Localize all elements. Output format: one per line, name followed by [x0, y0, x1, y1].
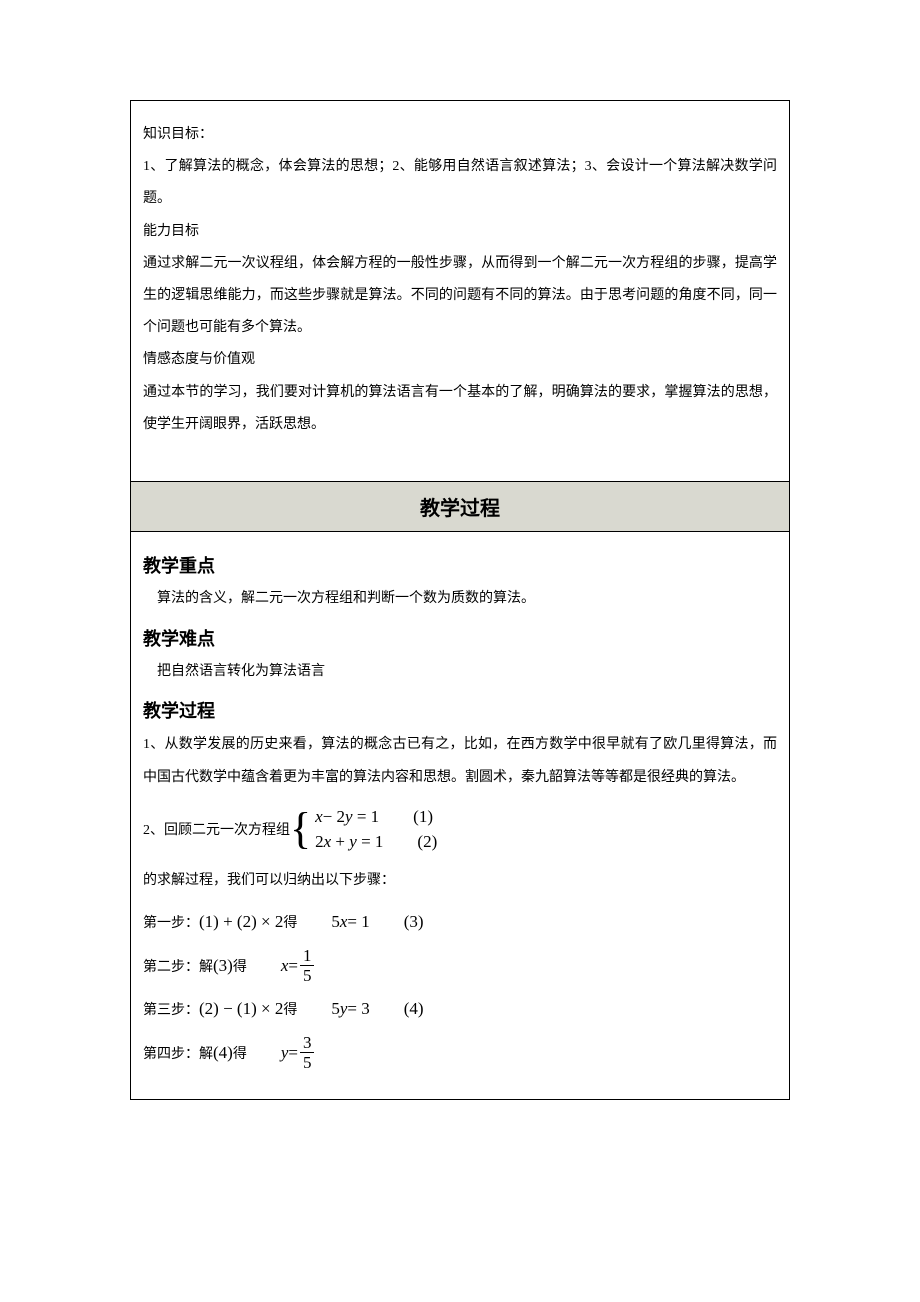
body-section: 教学重点 算法的含义，解二元一次方程组和判断一个数为质数的算法。 教学难点 把自… [131, 532, 789, 1099]
step3-label: 第三步： [143, 999, 199, 1019]
difficulties-text: 把自然语言转化为算法语言 [143, 657, 777, 688]
step3-tag: (4) [404, 999, 424, 1019]
page: 知识目标： 1、了解算法的概念，体会算法的思想；2、能够用自然语言叙述算法；3、… [0, 0, 920, 1140]
eq1-y: y [345, 807, 353, 826]
step2-label: 第二步：解 [143, 956, 213, 976]
step1-eq1: = 1 [347, 912, 369, 932]
step1-de: 得 [283, 912, 297, 932]
step-1: 第一步： (1) + (2) × 2 得 5x = 1 (3) [143, 907, 777, 937]
step4-de: 得 [233, 1043, 247, 1063]
equation-1: x− 2y = 1 (1) [315, 804, 437, 830]
ability-goal-label: 能力目标 [143, 216, 777, 248]
step-2: 第二步：解 (3) 得 x = 1 5 [143, 947, 777, 984]
equation-system: { x− 2y = 1 (1) 2 x + y = 1 (2) [290, 804, 437, 855]
solve-intro: 的求解过程，我们可以归纳出以下步骤： [143, 865, 777, 897]
step4-num: 3 [300, 1034, 315, 1052]
heading-key-points: 教学重点 [143, 552, 777, 578]
equation-2: 2x + y = 1(2) [315, 829, 437, 855]
eq1-minus2: − 2 [323, 807, 345, 826]
equation-system-line: 2、回顾二元一次方程组 { x− 2y = 1 (1) 2 x + y = 1 (2) [143, 804, 777, 855]
step2-eq: = [288, 956, 298, 976]
step3-de: 得 [283, 999, 297, 1019]
eq2-2: 2 [315, 832, 324, 851]
eq2-y: y [349, 832, 357, 851]
knowledge-goal-label: 知识目标： [143, 119, 777, 151]
step4-fraction: 3 5 [300, 1034, 315, 1071]
step3-expr: (2) − (1) × 2 [199, 999, 283, 1019]
step2-var: x [281, 956, 289, 976]
eq1-x: x [315, 807, 323, 826]
step2-num: 1 [300, 947, 315, 965]
eq1-tag: (1) [413, 807, 433, 826]
attitude-text: 通过本节的学习，我们要对计算机的算法语言有一个基本的了解，明确算法的要求，掌握算… [143, 377, 777, 441]
eq2-plus: + [331, 832, 349, 851]
ability-goal-text: 通过求解二元一次议程组，体会解方程的一般性步骤，从而得到一个解二元一次方程组的步… [143, 248, 777, 345]
step4-ref: (4) [213, 1043, 233, 1063]
step1-label: 第一步： [143, 912, 199, 932]
step3-y: y [340, 999, 348, 1019]
step3-5: 5 [331, 999, 340, 1019]
equation-lines: x− 2y = 1 (1) 2 x + y = 1 (2) [315, 804, 437, 855]
process-banner: 教学过程 [131, 481, 789, 532]
step4-var: y [281, 1043, 289, 1063]
step4-eq: = [288, 1043, 298, 1063]
step-4: 第四步：解 (4) 得 y = 3 5 [143, 1034, 777, 1071]
heading-process: 教学过程 [143, 697, 777, 723]
step1-tag: (3) [404, 912, 424, 932]
history-text: 1、从数学发展的历史来看，算法的概念古已有之，比如，在西方数学中很早就有了欧几里… [143, 729, 777, 793]
eq2-tag: (2) [417, 832, 437, 851]
step1-x: x [340, 912, 348, 932]
step4-den: 5 [300, 1052, 315, 1071]
content-box: 知识目标： 1、了解算法的概念，体会算法的思想；2、能够用自然语言叙述算法；3、… [130, 100, 790, 1100]
step1-expr: (1) + (2) × 2 [199, 912, 283, 932]
step1-5: 5 [331, 912, 340, 932]
step3-eq3: = 3 [347, 999, 369, 1019]
heading-difficulties: 教学难点 [143, 625, 777, 651]
eq1-rhs: = 1 [353, 807, 380, 826]
step-3: 第三步： (2) − (1) × 2 得 5y = 3 (4) [143, 994, 777, 1024]
step4-label: 第四步：解 [143, 1043, 213, 1063]
knowledge-goal-text: 1、了解算法的概念，体会算法的思想；2、能够用自然语言叙述算法；3、会设计一个算… [143, 151, 777, 215]
step2-de: 得 [233, 956, 247, 976]
system-prefix: 2、回顾二元一次方程组 [143, 819, 290, 839]
top-section: 知识目标： 1、了解算法的概念，体会算法的思想；2、能够用自然语言叙述算法；3、… [131, 101, 789, 481]
eq2-rhs: = 1 [357, 832, 384, 851]
key-points-text: 算法的含义，解二元一次方程组和判断一个数为质数的算法。 [143, 584, 777, 615]
attitude-label: 情感态度与价值观 [143, 344, 777, 376]
step2-ref: (3) [213, 956, 233, 976]
brace-icon: { [290, 807, 311, 851]
step2-fraction: 1 5 [300, 947, 315, 984]
step2-den: 5 [300, 965, 315, 984]
